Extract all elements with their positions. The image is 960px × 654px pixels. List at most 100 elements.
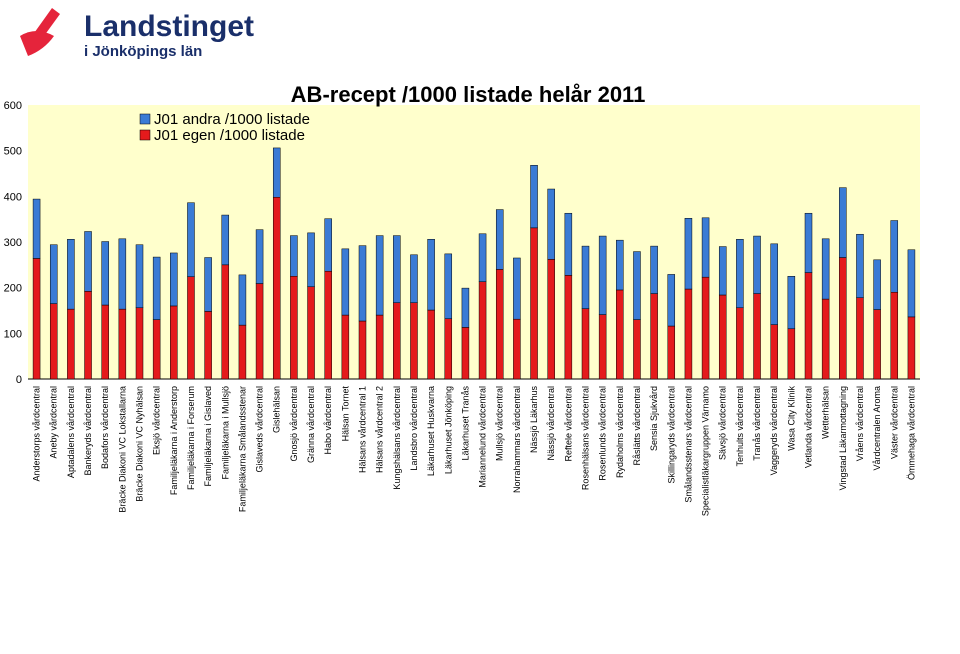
bar-andra [393,235,401,303]
x-tick-label: Bankeryds vårdcentral [83,386,93,476]
bar-egen [358,320,367,380]
x-tick-label: Vetlanda vårdcentral [804,386,814,468]
bar-egen [307,286,315,380]
bar-andra [633,251,641,320]
bar-egen [581,308,590,380]
bar-egen [341,314,350,380]
bar-egen [598,314,607,380]
x-tick-label: Råslätts vårdcentral [632,386,642,466]
bar-egen [187,276,195,380]
x-tick-label: Gnosjö vårdcentral [289,386,299,462]
x-tick-label: Vårdcentralen Aroma [872,386,882,471]
x-tick-label: Specialistläkargruppen Värnamo [701,386,711,516]
bar-egen [49,303,58,380]
bar-andra [564,212,573,276]
bar-andra [804,212,813,273]
x-tick-label: Tenhults vårdcentral [735,386,745,467]
bar-andra [170,252,178,307]
bar-egen [701,276,710,380]
bar-andra [667,274,676,327]
x-tick-label: Gislaveds vårdcentral [255,386,265,473]
bar-egen [255,283,264,380]
bar-andra [444,253,453,319]
x-tick-label: Gränna vårdcentral [306,386,316,463]
x-tick-label: Wetterhälsan [821,386,831,439]
bar-egen [461,327,470,380]
bar-egen [444,318,453,380]
bar-egen [238,324,247,380]
x-tick-label: Hälsans vårdcentral 1 [358,386,368,473]
bar-andra [84,231,92,292]
x-tick-label: Vråens vårdcentral [855,386,865,461]
bar-egen [427,309,435,380]
bar-egen [839,257,847,380]
bar-egen [495,269,504,380]
bar-andra [324,218,332,272]
bar-andra [67,239,75,310]
x-tick-label: Familjeläkarna Smålandsstenar [237,386,247,512]
bar-andra [684,218,693,290]
bar-andra [581,245,590,309]
x-tick-label: Mariannelund vårdcentral [478,386,488,488]
bar-andra [890,220,899,293]
bar-egen [633,319,641,380]
bar-egen [856,297,864,380]
bar-andra [616,239,624,291]
bar-andra [255,229,264,284]
bar-andra [530,165,538,229]
y-tick-label: 200 [4,283,22,295]
bar-andra [839,187,847,258]
x-tick-label: Hälsan Tornet [340,386,350,442]
plot-area [28,105,920,379]
bar-egen [84,291,92,380]
x-tick-label: Ömmehaga vårdcentral [906,386,916,480]
bar-egen [393,302,401,380]
bar-egen [101,304,109,380]
bar-andra [547,188,555,260]
chart-title: AB-recept /1000 listade helår 2011 [291,82,646,107]
x-tick-label: Skillingaryds vårdcentral [666,386,676,484]
bar-andra [358,245,367,322]
y-tick-label: 300 [4,237,22,249]
legend-swatch [139,129,151,141]
x-tick-label: Sävsjö vårdcentral [718,386,728,460]
bar-andra [152,256,161,320]
x-tick-label: Aptadalens vårdcentral [66,386,76,478]
brand-logo: Landstinget i Jönköpings län [20,8,254,60]
bar-andra [650,245,658,294]
legend-label: J01 egen /1000 listade [154,127,305,144]
bar-egen [684,288,693,380]
x-tick-label: Läkarhuset Huskvarna [426,386,436,476]
bar-egen [736,307,744,380]
x-tick-label: Bräcke Diakoni VC Lokstallarna [117,386,127,513]
bar-egen [204,311,212,380]
bar-andra [375,235,384,316]
x-tick-label: Familjeläkarna i Mullsjö [220,386,230,480]
x-tick-label: Läkarhuset Jönköping [443,386,453,474]
bar-egen [118,308,127,380]
y-tick-label: 100 [4,328,22,340]
x-tick-label: Nässjö vårdcentral [546,386,556,461]
bar-andra [873,259,881,310]
brand-name: Landstinget [84,10,254,43]
bar-andra [787,276,796,330]
x-tick-label: Kungshälsans vårdcentral [392,386,402,490]
bar-andra [495,209,504,270]
x-tick-label: Smålandsstenars vårdcentral [683,386,693,503]
bar-egen [170,305,178,380]
bar-egen [547,259,555,380]
bar-egen [890,291,899,380]
bar-andra [49,244,58,304]
bar-egen [513,318,521,380]
x-tick-label: Norrahammars vårdcentral [512,386,522,493]
x-tick-label: Rydaholms vårdcentral [615,386,625,478]
bar-egen [375,314,384,380]
legend-label: J01 andra /1000 listade [154,111,310,128]
bar-egen [478,281,487,380]
bar-andra [427,239,435,311]
bar-andra [32,198,41,259]
x-tick-label: Tranås vårdcentral [752,386,762,461]
x-tick-label: Rosenlunds vårdcentral [598,386,608,481]
bar-andra [135,244,144,309]
x-tick-label: Familjeläkarna i Gislaved [203,386,213,487]
